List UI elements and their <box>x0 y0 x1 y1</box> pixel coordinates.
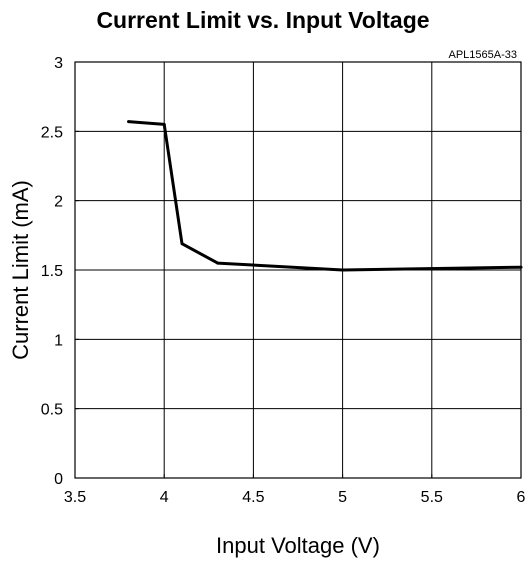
gridlines <box>75 62 521 478</box>
data-point <box>519 265 523 269</box>
y-tick-label: 0 <box>54 471 63 488</box>
y-tick-label: 1 <box>54 332 63 349</box>
y-tick-label: 1.5 <box>41 263 63 280</box>
x-axis-ticks: 3.5 4 4.5 5 5.5 6 <box>64 474 526 506</box>
data-point <box>216 261 220 265</box>
y-tick-label: 2 <box>54 194 63 211</box>
y-axis-label: Current Limit (mA) <box>8 180 33 360</box>
chart-title: Current Limit vs. Input Voltage <box>96 7 429 33</box>
y-tick-label: 3 <box>54 55 63 72</box>
data-point <box>127 120 131 124</box>
x-tick-label: 4 <box>160 489 169 506</box>
x-tick-label: 5 <box>338 489 347 506</box>
data-point <box>180 242 184 246</box>
series-group <box>127 120 523 272</box>
x-tick-label: 4.5 <box>242 489 264 506</box>
y-axis-ticks: 0 0.5 1 1.5 2 2.5 3 <box>41 55 79 488</box>
x-tick-label: 3.5 <box>64 489 86 506</box>
x-axis-label: Input Voltage (V) <box>216 533 380 558</box>
y-tick-label: 0.5 <box>41 402 63 419</box>
series-line <box>128 120 522 272</box>
x-tick-label: 6 <box>517 489 526 506</box>
y-tick-label: 2.5 <box>41 124 63 141</box>
chart-annotation: APL1565A-33 <box>449 49 518 61</box>
data-point <box>162 122 166 126</box>
x-tick-label: 5.5 <box>421 489 443 506</box>
data-point <box>341 268 345 272</box>
